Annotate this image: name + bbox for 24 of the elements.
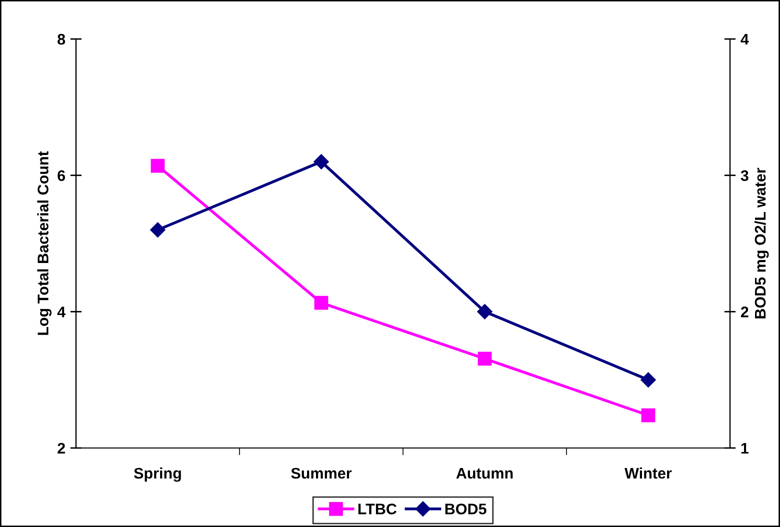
x-tick-label: Winter [624,467,672,479]
point [641,408,656,422]
y-axis-title: Log Total Bacterial Count [37,151,52,335]
y-tick-label: 8 [58,34,66,45]
y2-tick-label: 3 [740,170,748,182]
point [478,352,492,366]
point [150,222,166,238]
x-tick-label: Autumn [456,468,513,479]
point [314,154,329,170]
point [314,296,328,310]
point [477,304,492,320]
point [150,158,165,173]
legend-label: LTBC [358,504,397,514]
y2-axis-title: BOD5 mg O2/L water [754,168,769,318]
y-tick-label: 2 [58,442,65,454]
x-tick-label: Summer [291,468,352,479]
legend-label: BOD5 [445,504,486,514]
y2-tick-label: 2 [740,306,748,318]
point [640,372,656,388]
y2-tick-label: 1 [741,443,748,454]
y2-tick-label: 4 [740,34,749,45]
y-tick-label: 6 [58,170,66,182]
y-tick-label: 4 [57,306,66,318]
x-tick-label: Spring [134,467,181,482]
